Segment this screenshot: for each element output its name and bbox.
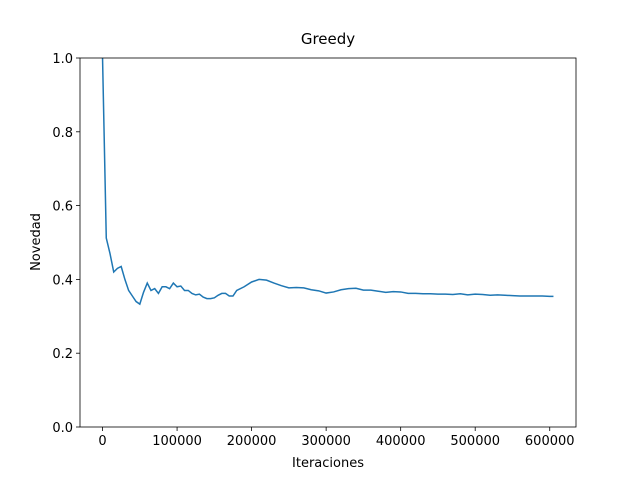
x-tick-label: 400000 [376, 434, 426, 449]
x-axis-label: Iteraciones [292, 456, 364, 471]
y-tick-label: 0.2 [52, 347, 73, 362]
x-tick-label: 600000 [525, 434, 575, 449]
y-tick-label: 1.0 [52, 52, 73, 67]
x-tick-label: 500000 [450, 434, 500, 449]
y-tick-label: 0.8 [52, 126, 73, 141]
plot-frame [79, 57, 577, 428]
x-tick-label: 300000 [301, 434, 351, 449]
y-tick-label: 0.0 [52, 421, 73, 436]
x-tick-label: 0 [98, 434, 106, 449]
y-tick-label: 0.6 [52, 200, 73, 215]
y-tick-label: 0.4 [52, 273, 73, 288]
x-tick-label: 100000 [152, 434, 202, 449]
chart-title: Greedy [301, 30, 355, 48]
data-line [101, 58, 554, 306]
y-axis-label: Novedad [29, 213, 44, 271]
x-tick-label: 200000 [227, 434, 277, 449]
